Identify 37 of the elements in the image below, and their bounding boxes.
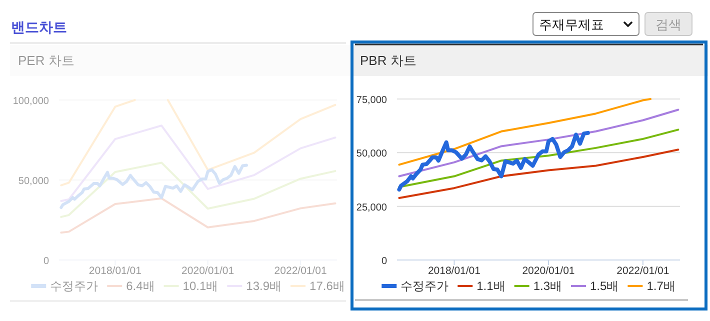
- line-series: [60, 164, 248, 210]
- legend-label: 6.4배: [126, 279, 155, 293]
- y-tick-label: 100,000: [12, 96, 50, 107]
- y-tick-label: 75,000: [356, 95, 388, 106]
- line-series: [398, 108, 680, 178]
- line-series: [60, 162, 336, 218]
- y-tick-label: 50,000: [18, 176, 50, 187]
- x-tick-label: 2018/01/01: [428, 265, 481, 277]
- legend-label: 10.1배: [182, 279, 218, 293]
- y-tick-label: 0: [43, 256, 50, 267]
- line-series: [397, 130, 590, 192]
- legend-label: 수정주가: [400, 279, 449, 293]
- y-tick-label: 50,000: [356, 148, 388, 160]
- y-tick-label: 0: [381, 256, 388, 267]
- x-tick-label: 2022/01/01: [274, 265, 328, 277]
- legend-label: 1.7배: [646, 279, 676, 293]
- legend-label: 1.5배: [590, 279, 619, 293]
- y-tick-label: 25,000: [356, 202, 388, 214]
- legend-label: 1.3배: [533, 279, 562, 293]
- legend-label: 13.9배: [246, 279, 282, 293]
- line-series: [398, 98, 652, 166]
- chart-title: PER 차트: [18, 53, 74, 68]
- x-tick-label: 2020/01/01: [182, 265, 234, 277]
- line-series: [60, 124, 336, 202]
- line-series: [398, 128, 680, 188]
- x-tick-label: 2020/01/01: [522, 265, 575, 277]
- legend-label: 수정주가: [50, 279, 98, 293]
- text: 밴드차트: [11, 19, 67, 35]
- legend-label: 1.1배: [476, 279, 506, 293]
- chart-title: PBR 차트: [360, 53, 416, 68]
- x-tick-label: 2018/01/01: [88, 265, 142, 277]
- x-tick-label: 2022/01/01: [616, 265, 670, 277]
- text: 주재무제표: [539, 17, 604, 32]
- line-series: [60, 197, 336, 234]
- text: 검색: [656, 17, 682, 32]
- legend-label: 17.6배: [310, 279, 345, 293]
- line-series: [398, 148, 680, 199]
